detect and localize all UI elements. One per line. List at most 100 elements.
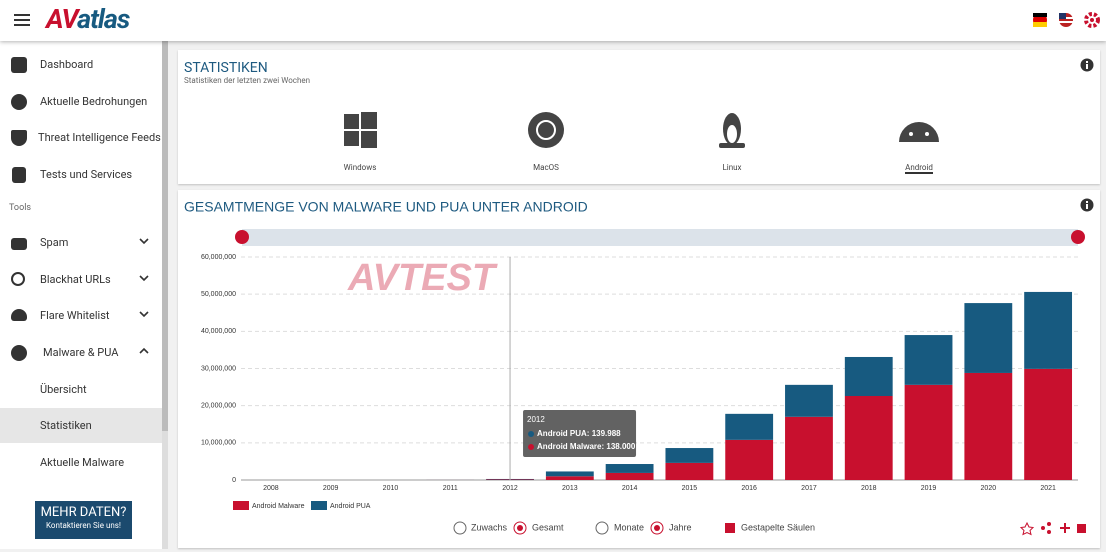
bar — [1024, 292, 1072, 369]
tooltip-title: 2012 — [527, 415, 545, 424]
logo-av: AV — [46, 3, 77, 35]
nav-item[interactable]: Blackhat URLs — [40, 273, 111, 286]
scrollbar[interactable] — [162, 41, 168, 549]
stats-card: STATISTIKEN Statistiken der letzten zwei… — [178, 50, 1100, 184]
stats-subtitle: Statistiken der letzten zwei Wochen — [184, 76, 310, 85]
nav-item[interactable]: Flare Whitelist — [40, 309, 109, 322]
sub-item[interactable]: Statistiken — [40, 419, 92, 432]
control-label[interactable]: Gestapelte Säulen — [741, 522, 815, 532]
platform-icons[interactable] — [178, 105, 1100, 155]
legend-label: Android Malware — [252, 503, 305, 510]
legend-swatch — [311, 501, 327, 510]
control-label[interactable]: Monate — [614, 522, 644, 532]
bar — [665, 448, 713, 463]
cta-text: Kontaktieren Sie uns! — [35, 521, 132, 530]
bar — [546, 471, 594, 476]
radio-dot — [517, 525, 523, 531]
x-tick-label: 2021 — [1040, 485, 1056, 492]
bar — [964, 373, 1012, 480]
platform-label[interactable]: Windows — [324, 163, 396, 172]
sub-item[interactable]: Aktuelle Malware — [40, 456, 124, 469]
info-icon[interactable] — [1080, 58, 1094, 72]
bar — [546, 476, 594, 480]
bar — [606, 473, 654, 480]
x-tick-label: 2020 — [981, 485, 997, 492]
chart: GESAMTMENGE VON MALWARE UND PUA UNTER AN… — [178, 190, 1100, 548]
legend-label: Android PUA — [330, 503, 371, 510]
nav-item[interactable]: Aktuelle Bedrohungen — [40, 95, 147, 108]
x-tick-label: 2013 — [562, 485, 578, 492]
bar — [665, 463, 713, 480]
x-tick-label: 2008 — [263, 485, 279, 492]
bar — [606, 464, 654, 473]
x-tick-label: 2019 — [921, 485, 937, 492]
x-tick-label: 2010 — [383, 485, 399, 492]
bar — [964, 303, 1012, 373]
tooltip-line: Android PUA: 139.988 — [537, 429, 621, 438]
control-label[interactable]: Gesamt — [532, 522, 564, 532]
tool-icons[interactable] — [1021, 522, 1086, 535]
header-icons[interactable] — [1032, 12, 1102, 28]
bar — [725, 414, 773, 440]
nav-item[interactable]: Spam — [40, 236, 68, 249]
nav-item[interactable]: Threat Intelligence Feeds — [38, 131, 161, 144]
bar — [845, 357, 893, 396]
radio[interactable] — [596, 522, 608, 534]
legend-swatch — [233, 501, 249, 510]
platform-label[interactable]: Linux — [696, 163, 768, 172]
tooltip: 2012 Android PUA: 139.988 Android Malware:… — [523, 410, 636, 457]
bar — [785, 385, 833, 417]
x-tick-label: 2011 — [443, 485, 458, 492]
x-tick-label: 2016 — [741, 485, 757, 492]
navigator-handle[interactable] — [1071, 230, 1085, 244]
x-tick-label: 2009 — [323, 485, 339, 492]
bar — [785, 417, 833, 480]
x-tick-label: 2015 — [682, 485, 698, 492]
chevrons[interactable] — [139, 237, 149, 357]
controls: Zuwachs Gesamt Monate Jahre Gestapelte S… — [454, 522, 815, 534]
radio[interactable] — [454, 522, 466, 534]
tooltip-line: Android Malware: 138.000 — [537, 442, 636, 451]
control-label[interactable]: Jahre — [669, 522, 692, 532]
y-tick-label: 50,000,000 — [201, 291, 236, 298]
header: AVatlas — [0, 0, 1106, 41]
platform-label[interactable]: MacOS — [510, 163, 582, 172]
bar — [905, 335, 953, 385]
cta-button[interactable]: MEHR DATEN? Kontaktieren Sie uns! — [35, 501, 132, 539]
x-tick-label: 2012 — [502, 485, 518, 492]
chart-card: GESAMTMENGE VON MALWARE UND PUA UNTER AN… — [178, 190, 1100, 548]
bar — [1024, 369, 1072, 480]
logo[interactable]: AVatlas — [46, 3, 129, 35]
control-label[interactable]: Zuwachs — [471, 522, 508, 532]
navigator-handle[interactable] — [235, 230, 249, 244]
y-tick-label: 20,000,000 — [201, 403, 236, 410]
x-tick-label: 2014 — [622, 485, 638, 492]
x-tick-label: 2018 — [861, 485, 877, 492]
nav-item[interactable]: Tests und Services — [40, 168, 132, 181]
y-tick-label: 30,000,000 — [201, 365, 236, 372]
tooltip-dot — [528, 431, 534, 437]
y-tick-label: 60,000,000 — [201, 254, 236, 261]
sidebar: Dashboard Aktuelle Bedrohungen Threat In… — [0, 41, 168, 549]
x-tick-label: 2017 — [801, 485, 817, 492]
watermark: AVTEST — [347, 257, 498, 299]
sub-item[interactable]: Übersicht — [40, 383, 87, 396]
radio-dot — [654, 525, 660, 531]
cta-title: MEHR DATEN? — [35, 505, 132, 520]
menu-icon[interactable] — [14, 14, 30, 26]
y-tick-label: 40,000,000 — [201, 328, 236, 335]
info-icon[interactable] — [1081, 199, 1094, 212]
logo-atlas: atlas — [77, 3, 129, 35]
platform-label[interactable]: Android — [883, 163, 955, 172]
bar — [905, 385, 953, 480]
bar — [725, 440, 773, 480]
nav-item[interactable]: Malware & PUA — [43, 346, 118, 359]
chart-title: GESAMTMENGE VON MALWARE UND PUA UNTER AN… — [184, 199, 588, 215]
y-tick-label: 10,000,000 — [201, 440, 236, 447]
nav-item[interactable]: Dashboard — [40, 58, 93, 71]
checkbox[interactable] — [725, 523, 735, 533]
navigator[interactable] — [242, 229, 1078, 246]
bar — [845, 396, 893, 480]
y-tick-label: 0 — [232, 477, 236, 484]
